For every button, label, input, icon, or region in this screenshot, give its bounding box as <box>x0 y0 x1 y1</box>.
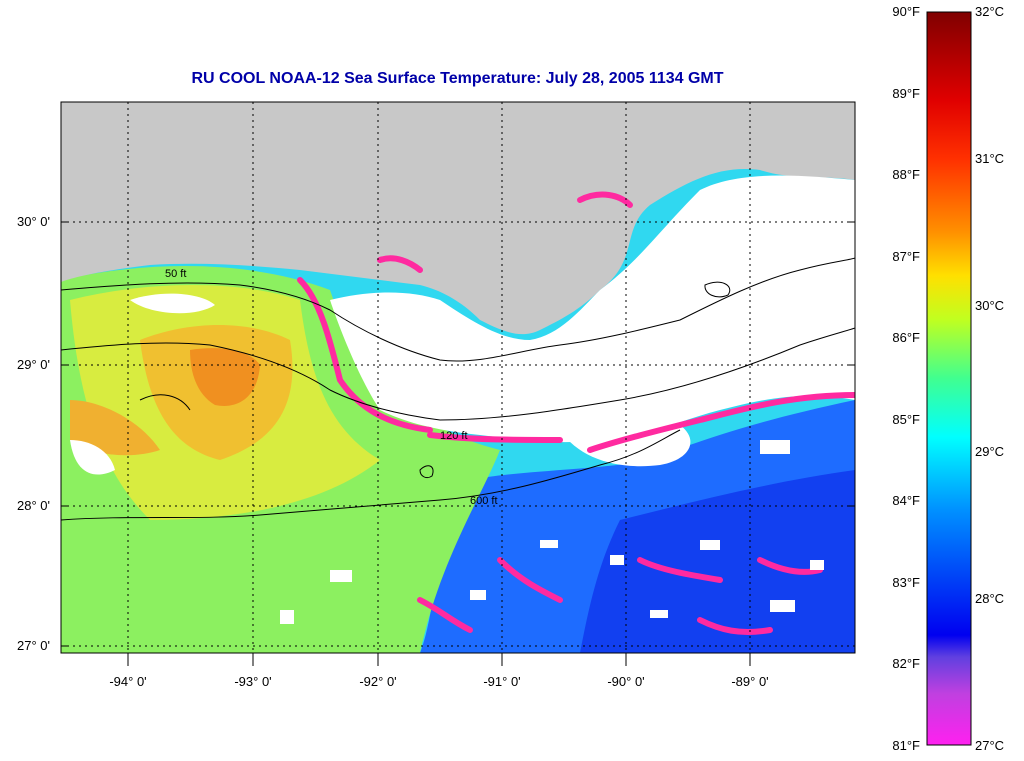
cloud-specks <box>280 440 824 624</box>
cbar-f-83: 83°F <box>892 575 920 590</box>
cbar-f-85: 85°F <box>892 412 920 427</box>
contour-label-120ft: 120 ft <box>440 430 468 442</box>
lon-label-91: -91° 0' <box>483 674 521 689</box>
lon-label-90: -90° 0' <box>607 674 645 689</box>
warm-core <box>190 348 260 406</box>
lat-ticks <box>61 221 855 647</box>
cbar-f-86: 86°F <box>892 330 920 345</box>
colorbar <box>926 11 972 746</box>
cbar-f-87: 87°F <box>892 249 920 264</box>
contour-label-50ft: 50 ft <box>165 268 187 280</box>
cbar-f-88: 88°F <box>892 167 920 182</box>
map-frame <box>60 101 856 654</box>
cbar-f-89: 89°F <box>892 86 920 101</box>
lon-label-89: -89° 0' <box>731 674 769 689</box>
cloud-patch-west2 <box>130 293 215 314</box>
lon-label-93: -93° 0' <box>234 674 272 689</box>
cbar-c-32: 32°C <box>975 4 1005 19</box>
cbar-c-28: 28°C <box>975 591 1005 606</box>
lat-label-27: 27° 0' <box>17 638 50 653</box>
land-region <box>61 102 855 335</box>
cbar-c-29: 29°C <box>975 444 1005 459</box>
cbar-c-30: 30°C <box>975 298 1005 313</box>
cloud-edge-marks <box>297 191 855 635</box>
lat-label-29: 29° 0' <box>17 357 50 372</box>
map-title: RU COOL NOAA-12 Sea Surface Temperature:… <box>191 70 724 87</box>
cbar-f-82: 82°F <box>892 656 920 671</box>
lon-ticks <box>127 653 751 666</box>
cbar-f-81: 81°F <box>892 738 920 753</box>
warm-west <box>70 400 160 456</box>
lon-label-92: -92° 0' <box>359 674 397 689</box>
cloud-coverage-east <box>330 175 855 443</box>
cbar-c-27: 27°C <box>975 738 1005 753</box>
cbar-c-31: 31°C <box>975 151 1005 166</box>
lat-label-30: 30° 0' <box>17 214 50 229</box>
lat-label-28: 28° 0' <box>17 498 50 513</box>
lon-label-94: -94° 0' <box>109 674 147 689</box>
cloud-patch-west <box>70 440 115 475</box>
cbar-f-90: 90°F <box>892 4 920 19</box>
graticule <box>61 102 855 653</box>
bathymetry-contours <box>61 257 855 521</box>
cbar-f-84: 84°F <box>892 493 920 508</box>
contour-label-600ft: 600 ft <box>470 495 498 507</box>
